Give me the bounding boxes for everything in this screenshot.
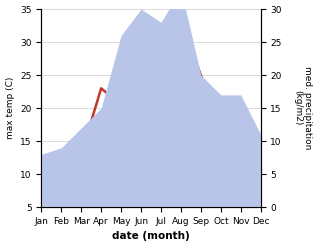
Y-axis label: max temp (C): max temp (C) (5, 77, 15, 139)
Y-axis label: med. precipitation
(kg/m2): med. precipitation (kg/m2) (293, 66, 313, 150)
X-axis label: date (month): date (month) (112, 231, 190, 242)
